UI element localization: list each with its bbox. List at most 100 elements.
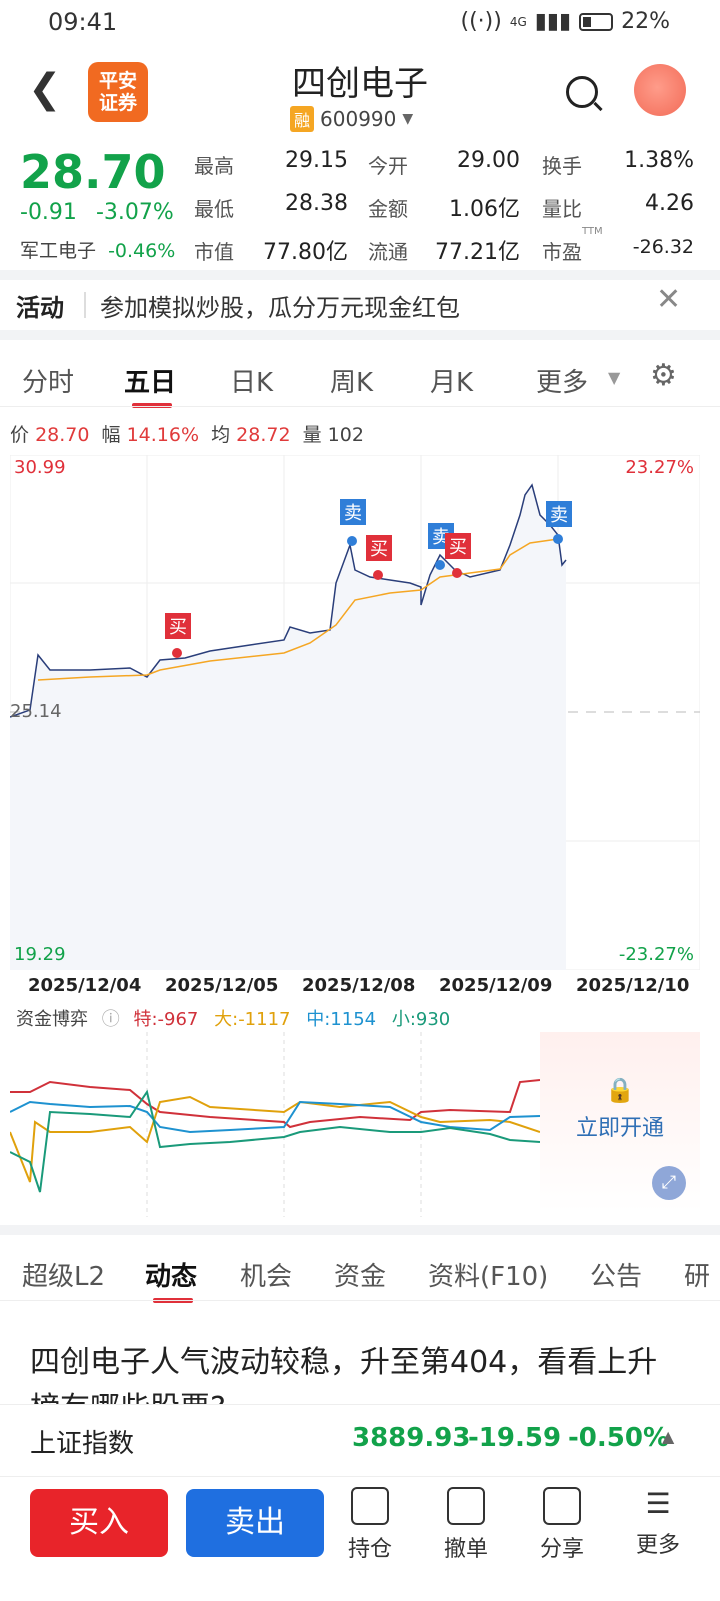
price-change-row: -0.91 -3.07% [20, 200, 174, 225]
activity-text[interactable]: 参加模拟炒股，瓜分万元现金红包 [100, 294, 460, 322]
tab-super-l2[interactable]: 超级L2 [22, 1262, 106, 1292]
sell-marker [340, 499, 366, 525]
sector-row[interactable]: 军工电子 -0.46% [20, 236, 175, 263]
date-label: 2025/12/09 [439, 975, 553, 996]
more-button[interactable]: ☰ 更多 [618, 1487, 698, 1559]
vol-value: 102 [327, 424, 364, 446]
position-button[interactable]: 持仓 [330, 1487, 410, 1563]
turnover-value: 1.38% [624, 148, 694, 173]
stock-code-row[interactable]: 融 600990 ▼ [290, 106, 413, 132]
capital-legend: 资金博弈 ⓘ 特:-967 大:-1117 中:1154 小:930 [16, 1005, 450, 1031]
tab-daily-k[interactable]: 日K [230, 368, 274, 398]
stock-name: 四创电子 [292, 64, 428, 104]
network-label: 4G [509, 14, 527, 29]
tab-monthly-k[interactable]: 月K [430, 368, 474, 398]
sell-marker [546, 501, 572, 527]
index-value: 3889.93 [352, 1423, 471, 1453]
y-top-label: 30.99 [14, 457, 66, 478]
amp-value: 14.16% [126, 424, 200, 446]
chart-tabs: 分时 五日 日K 周K 月K 更多 ▼ ⚙ [0, 348, 720, 408]
buy-button[interactable]: 买入 [30, 1489, 168, 1557]
price-line [10, 483, 567, 718]
capital-small: 小:930 [391, 1009, 451, 1030]
bottom-toolbar: 买入 卖出 持仓 撤单 分享 ☰ 更多 [0, 1476, 720, 1601]
chevron-down-icon[interactable]: ▼ [608, 368, 621, 387]
price-label: 价 [10, 424, 30, 446]
tab-weekly-k[interactable]: 周K [330, 368, 374, 398]
divider [0, 270, 720, 280]
price-area [10, 485, 566, 970]
tab-f10[interactable]: 资料(F10) [428, 1262, 549, 1292]
gear-icon[interactable]: ⚙ [650, 358, 677, 393]
marker-label: 卖 [344, 503, 362, 524]
tab-more[interactable]: 更多 [536, 368, 589, 398]
y-mid-label: 25.14 [10, 701, 62, 722]
activity-tag: 活动 [16, 294, 64, 322]
expand-icon[interactable]: ⤢ [652, 1166, 686, 1200]
pct-bottom-label: -23.27% [619, 944, 694, 965]
sector-name: 军工电子 [20, 240, 97, 262]
low-value: 28.38 [285, 191, 348, 216]
wifi-icon: ((·)) [460, 9, 502, 34]
buy-dot [172, 648, 182, 658]
divider [0, 406, 720, 407]
volume-ratio-value: 4.26 [645, 191, 694, 216]
divider [0, 1300, 720, 1301]
tab-capital[interactable]: 资金 [334, 1262, 387, 1292]
avg-label: 均 [211, 424, 231, 446]
pe-sup: TTM [582, 226, 603, 237]
divider [0, 330, 720, 340]
avg-value: 28.72 [236, 424, 291, 446]
info-icon[interactable]: ⓘ [101, 1009, 120, 1030]
capital-line-large [10, 1095, 540, 1183]
cancel-order-label: 撤单 [443, 1537, 488, 1562]
tab-news[interactable]: 动态 [145, 1262, 198, 1292]
buy-marker [165, 613, 191, 639]
share-button[interactable]: 分享 [522, 1487, 602, 1563]
status-bar: 09:41 ((·)) 4G ▮▮▮ 22% [0, 0, 720, 44]
sell-button[interactable]: 卖出 [186, 1489, 324, 1557]
tab-intraday[interactable]: 分时 [22, 368, 75, 398]
index-bar[interactable]: 上证指数 3889.93 -19.59 -0.50% ▲ [0, 1404, 720, 1477]
close-icon[interactable]: ✕ [656, 282, 682, 317]
back-button[interactable]: ❮ [28, 66, 62, 112]
capital-super: 特:-967 [133, 1009, 199, 1030]
assistant-avatar[interactable] [634, 64, 686, 116]
pe-label: 市盈 [542, 240, 582, 264]
signal-icon: ▮▮▮ [534, 9, 572, 34]
current-price: 28.70 [20, 145, 166, 199]
activity-separator [84, 292, 86, 318]
price-chart[interactable]: 买 卖 买 卖 买 卖 30.99 25.14 19.29 23.27% -23… [10, 455, 700, 970]
search-icon[interactable] [566, 76, 598, 108]
marker-label: 买 [370, 539, 388, 560]
tab-opportunity[interactable]: 机会 [240, 1262, 293, 1292]
tab-five-day[interactable]: 五日 [124, 368, 177, 398]
low-label: 最低 [194, 197, 234, 221]
amount-value: 1.06亿 [449, 197, 520, 222]
tab-announcement[interactable]: 公告 [590, 1262, 643, 1292]
marker-label: 买 [169, 617, 187, 638]
open-label: 今开 [368, 154, 408, 178]
price-change: -0.91 [20, 200, 77, 225]
index-change: -19.59 [468, 1423, 562, 1453]
sell-dot [553, 534, 563, 544]
cancel-order-button[interactable]: 撤单 [426, 1487, 506, 1563]
chart-info: 价 28.70 幅 14.16% 均 28.72 量 102 [10, 420, 364, 447]
mktcap-value: 77.80亿 [263, 240, 348, 265]
date-label: 2025/12/08 [302, 975, 416, 996]
index-name: 上证指数 [30, 1429, 135, 1459]
index-pct: -0.50% [568, 1423, 669, 1453]
pe-value: -26.32 [632, 236, 694, 258]
unlock-panel[interactable]: 🔒 立即开通 ⤢ [540, 1032, 700, 1212]
news-headline[interactable]: 四创电子人气波动较稳，升至第404，看看上升榜有哪些股票? [30, 1345, 658, 1404]
position-label: 持仓 [347, 1537, 392, 1562]
sell-dot [435, 560, 445, 570]
broker-logo[interactable]: 平安 证券 [88, 62, 148, 122]
tab-research[interactable]: 研 [684, 1262, 711, 1292]
high-label: 最高 [194, 154, 234, 178]
chevron-down-icon: ▼ [402, 111, 414, 127]
date-label: 2025/12/10 [576, 975, 690, 996]
buy-dot [373, 570, 383, 580]
chevron-up-icon[interactable]: ▲ [662, 1427, 675, 1446]
marker-label: 买 [449, 537, 467, 558]
